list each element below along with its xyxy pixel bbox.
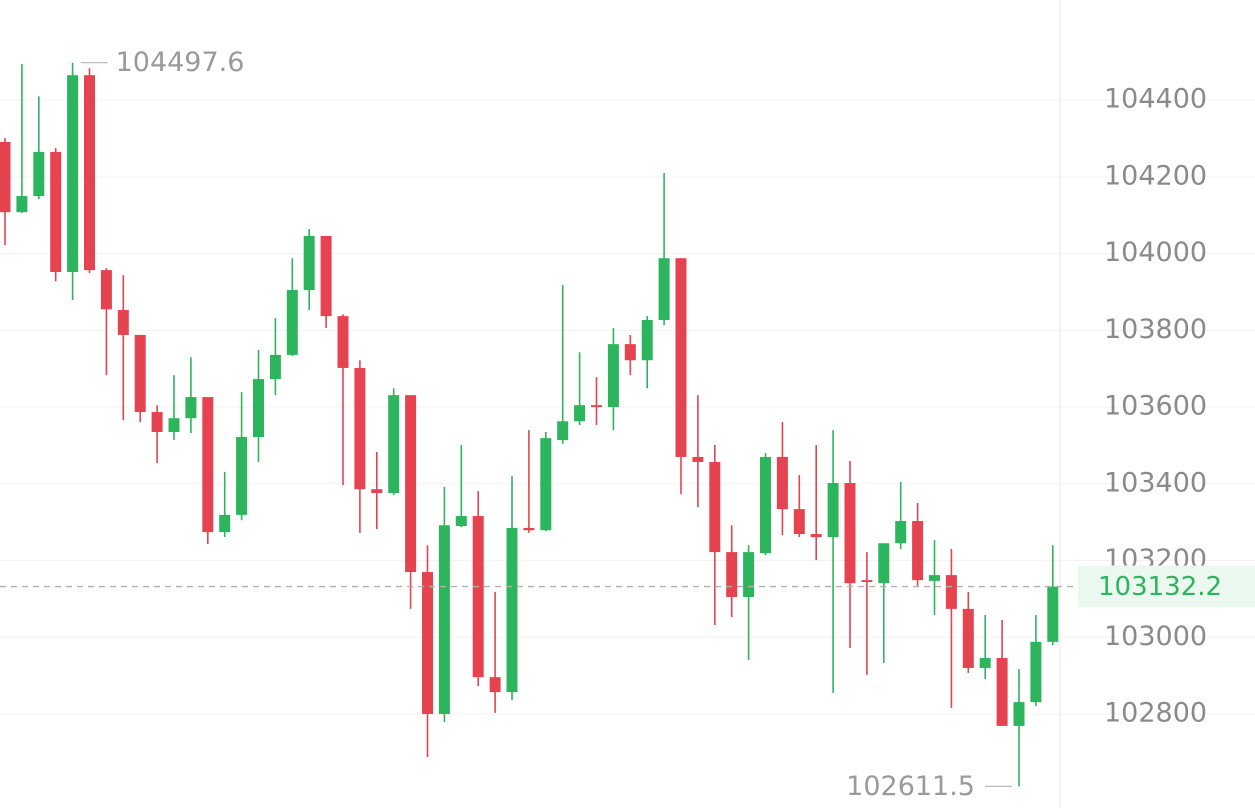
candle-body (320, 235, 332, 317)
y-tick-label: 103600 (1104, 391, 1207, 422)
candle-body (929, 575, 940, 581)
candle-body (286, 290, 298, 355)
candle-body (895, 521, 907, 544)
candle-body (253, 379, 264, 437)
candle-body (489, 677, 501, 693)
candle-body (844, 483, 856, 584)
y-tick-label: 104200 (1104, 160, 1207, 191)
candle-body (793, 509, 805, 535)
candle-body (574, 405, 586, 422)
y-tick-label: 102800 (1104, 698, 1207, 729)
candle-body (151, 412, 163, 433)
candle-body (185, 397, 197, 419)
candle-body (726, 552, 738, 597)
candle-body (33, 151, 45, 197)
candle-body (202, 397, 214, 533)
y-tick-label: 103400 (1104, 467, 1207, 498)
y-tick-label: 103000 (1104, 621, 1207, 652)
candle-body (100, 270, 112, 310)
candle-body (557, 421, 569, 441)
candle-body (912, 521, 924, 581)
candle-body (371, 489, 383, 494)
last-price-tag (1078, 565, 1255, 608)
candle-body (760, 456, 771, 554)
candle-body (67, 75, 79, 273)
candle-body (776, 456, 788, 510)
candle-body (641, 319, 653, 361)
candle-body (878, 543, 890, 584)
candle-body (0, 141, 11, 213)
candle-body (743, 552, 755, 597)
candle-body (134, 334, 146, 413)
candle-body (168, 418, 180, 433)
candle-body (709, 461, 721, 553)
candle-body (692, 456, 704, 462)
candle-body (827, 483, 839, 538)
candle-body (658, 258, 670, 320)
candle-body (979, 657, 991, 668)
max-label: 104497.6 (116, 47, 245, 78)
candle-body (472, 516, 484, 678)
candle-body (945, 575, 957, 609)
candle-body (1030, 641, 1042, 703)
candle-body (607, 344, 619, 408)
candle-body (16, 196, 28, 213)
candle-body (269, 354, 281, 380)
y-tick-label: 104400 (1104, 84, 1207, 115)
candle-body (117, 310, 129, 335)
candle-body (455, 516, 467, 527)
candle-body (861, 580, 873, 583)
candle-body (624, 344, 636, 361)
candle-body (84, 75, 95, 271)
candle-body (303, 235, 315, 291)
y-tick-label: 103800 (1104, 314, 1207, 345)
candle-body (388, 395, 400, 494)
candle-body (591, 405, 602, 408)
candle-body (438, 525, 450, 715)
candle-body (422, 572, 433, 715)
candle-body (236, 436, 248, 515)
last-price-label: 103132.2 (1098, 572, 1222, 602)
candle-body (962, 608, 974, 668)
candle-body (50, 151, 62, 273)
candle-body (354, 367, 366, 490)
candle-body (337, 316, 349, 368)
min-label: 102611.5 (846, 771, 975, 802)
candle-body (1047, 586, 1059, 642)
candle-body (996, 657, 1008, 726)
y-tick-label: 104000 (1104, 237, 1207, 268)
candle-body (405, 395, 417, 573)
candle-body (1013, 702, 1025, 726)
candle-body (810, 534, 822, 538)
candle-body (675, 258, 687, 457)
candle-body (523, 527, 535, 531)
candle-body (540, 438, 552, 531)
candle-body (219, 514, 231, 533)
candle-body (506, 527, 518, 693)
